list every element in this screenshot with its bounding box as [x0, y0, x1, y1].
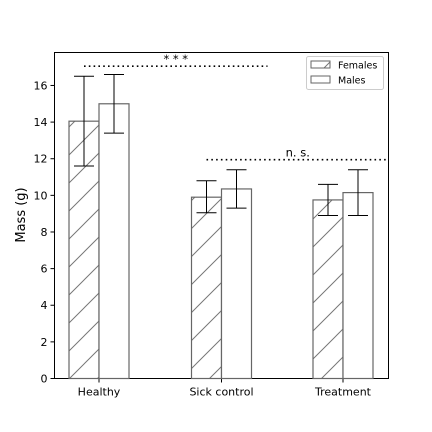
y-tick-label: 12 [34, 153, 48, 166]
legend-swatch-females [310, 60, 331, 69]
y-tick-label: 2 [41, 336, 48, 349]
legend: Females Males [306, 56, 384, 90]
y-tick-label: 10 [34, 189, 48, 202]
significance-label: * * * [163, 52, 188, 66]
bar-females [190, 196, 223, 380]
error-bars-group [74, 73, 368, 216]
y-tick-label: 6 [41, 263, 48, 276]
bar-males [342, 192, 374, 380]
legend-swatch-males [310, 75, 331, 84]
x-tick-label: Treatment [314, 386, 372, 399]
bars-group [68, 103, 374, 380]
y-tick-label: 8 [41, 226, 48, 239]
x-tick-label: Healthy [78, 386, 121, 399]
legend-label-males: Males [338, 76, 366, 87]
y-axis-title: Mass (g) [14, 187, 29, 242]
bar-males [98, 103, 130, 380]
significance-label: n. s. [286, 146, 310, 160]
x-tick-label: Sick control [189, 386, 253, 399]
bar-females [312, 199, 344, 380]
y-tick-label: 16 [34, 79, 48, 92]
y-tick-label: 0 [41, 373, 48, 386]
y-axis: 0 2 4 6 8 10 12 14 16 [34, 79, 55, 386]
bar-males [220, 188, 253, 380]
y-tick-label: 14 [34, 116, 48, 129]
y-tick-label: 4 [41, 299, 48, 312]
legend-label-females: Females [338, 61, 377, 72]
annotations-group: * * * n. s. [84, 52, 389, 161]
x-axis: Healthy Sick control Treatment [78, 378, 372, 399]
